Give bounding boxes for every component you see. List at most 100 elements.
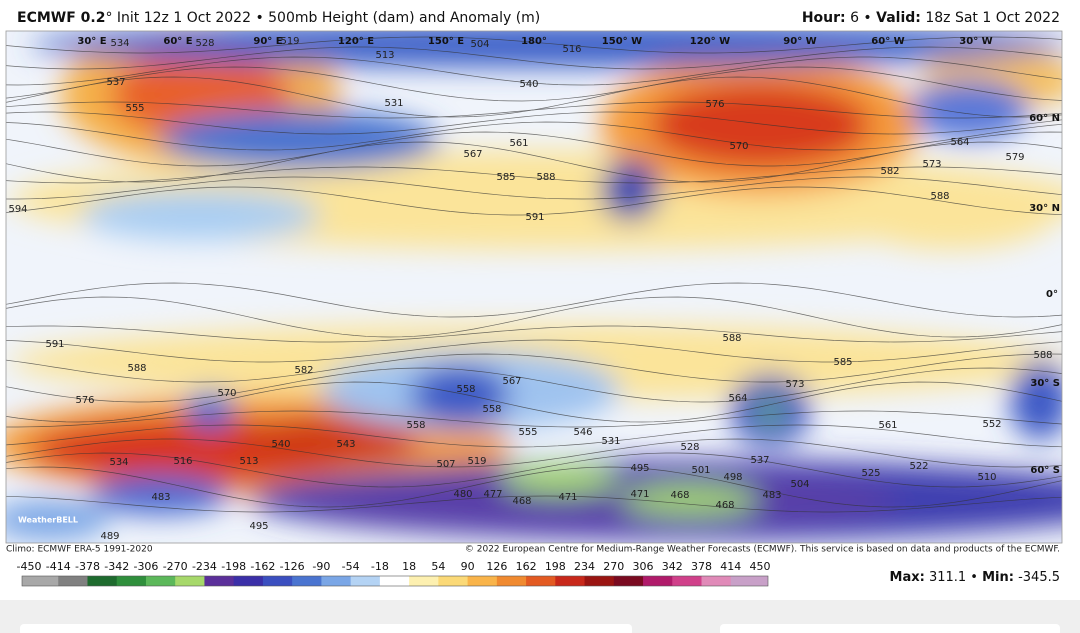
contour-label: 582 [294,365,313,376]
contour-label: 504 [790,479,809,490]
contour-label: 525 [861,468,880,479]
contour-label: 483 [762,490,781,501]
anomaly-blob [600,160,660,220]
contour-label: 495 [630,463,649,474]
longitude-label: 30° W [959,36,992,47]
contour-label: 567 [502,376,521,387]
colorbar-tick-label: 54 [431,560,445,573]
contour-line [6,66,1062,102]
longitude-label: 90° E [253,36,282,47]
contour-line [6,452,1062,488]
max: 311.1 • [925,570,982,585]
hour-label: Hour: [802,10,846,26]
colorbar-segment [467,576,498,586]
colorbar: -450 -414 -378 -342 -306 -270 -234 -198 -162 -126… [17,560,771,587]
contour-label: 519 [280,36,299,47]
colorbar-segment [555,576,586,586]
longitude-label: 90° W [783,36,816,47]
colorbar-segment [350,576,381,586]
contour-label: 507 [436,459,455,470]
map-frame [5,30,1063,544]
colorbar-segment [526,576,556,586]
anomaly-blob [90,475,230,515]
max-min: Max: 311.1 • Min: -345.5 [890,570,1060,585]
contour-label: 588 [127,363,146,374]
contour-label: 519 [467,456,486,467]
colorbar-segment [233,576,264,586]
contour-label: 537 [750,455,769,466]
contour-label: 528 [680,442,699,453]
map [6,31,1062,543]
contour-label: 540 [271,439,290,450]
contour-line [6,438,1062,468]
contour-label: 558 [456,384,475,395]
contour-label: 471 [630,489,649,500]
colorbar-segment [292,576,322,586]
colorbar-segment [87,576,118,586]
anomaly-blob [80,190,320,240]
contour-label: 537 [106,77,125,88]
colorbar-tick-label: -450 [17,560,42,573]
colorbar-segment [116,576,147,586]
contour-label: 468 [670,490,689,501]
contour-line [6,111,1062,135]
anomaly-blob [758,400,782,424]
colorbar-segment [379,576,410,586]
contour-line [6,141,1062,183]
contour-line [6,381,1062,423]
longitude-label: 180° [521,36,547,47]
colorbar-tick-label: 126 [486,560,507,573]
contour-label: 564 [950,137,969,148]
contour-label: 594 [8,204,27,215]
colorbar-tick-label: -90 [312,560,330,573]
colorbar-segment [409,576,439,586]
hour: 6 • [846,10,877,26]
colorbar-tick-label: 234 [574,560,595,573]
colorbar-tick-label: 198 [545,560,566,573]
contour-label: 513 [375,50,394,61]
anomaly-blob [185,390,235,430]
contour-label: 510 [977,472,996,483]
longitude-label: 120° W [690,36,730,47]
anomaly-blob [410,365,510,425]
colorbar-segment [58,576,88,586]
contour-line [6,296,1062,338]
colorbar-cap [760,576,768,586]
contours [6,36,1062,513]
contour-line [6,186,1062,216]
colorbar-tick-label: 378 [691,560,712,573]
contour-label: 468 [715,500,734,511]
colorbar-cap [22,576,30,586]
header-valid: Hour: 6 • Valid: 18z Sat 1 Oct 2022 [802,10,1060,26]
colorbar-segment [730,576,761,586]
contour-label: 558 [406,420,425,431]
colorbar-segment [204,576,235,586]
contour-label: 588 [930,191,949,202]
anomaly-blob [500,465,620,495]
contour-label: 531 [384,98,403,109]
copyright: © 2022 European Centre for Medium-Range … [465,545,1060,555]
colorbar-segment [321,576,352,586]
colorbar-tick-label: -54 [342,560,360,573]
colorbar-segment [584,576,615,586]
contour-line [6,36,1062,54]
contour-line [6,176,1062,200]
colorbar-tick-label: 306 [633,560,654,573]
contour-label: 516 [562,44,581,55]
title: ° Init 12z 1 Oct 2022 • 500mb Height (da… [105,10,540,26]
contour-label: 543 [336,439,355,450]
contour-label: 555 [125,103,144,114]
contour-label: 576 [705,99,724,110]
contour-label: 522 [909,461,928,472]
contour-line [6,424,1062,448]
colorbar-tick-label: -414 [46,560,71,573]
contour-label: 546 [573,427,592,438]
contour-line [6,466,1062,508]
header-title: ECMWF 0.2° Init 12z 1 Oct 2022 • 500mb H… [17,10,540,26]
colorbar-tick-label: -198 [221,560,246,573]
anomaly-blob [910,80,1030,140]
colorbar-segment [145,576,176,586]
colorbar-tick-label: -270 [163,560,188,573]
contour-label: 591 [525,212,544,223]
